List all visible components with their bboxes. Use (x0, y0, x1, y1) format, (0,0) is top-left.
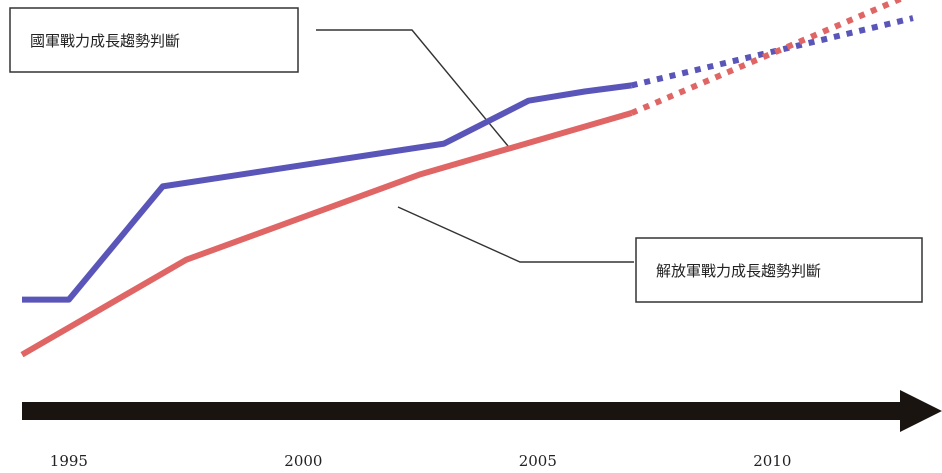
x-tick-label-3: 2010 (753, 452, 791, 470)
x-tick-label-1: 2000 (284, 452, 322, 470)
x-tick-label-0: 1995 (50, 452, 88, 470)
series-projection-0 (630, 15, 914, 89)
tick-layer: 1995 2000 2005 2010 (50, 452, 792, 470)
leader-line-pla (397, 206, 634, 263)
time-axis-arrowhead (900, 390, 942, 432)
series-line-1 (20, 110, 633, 358)
x-tick-label-2: 2005 (519, 452, 557, 470)
leader-line-roc (316, 29, 509, 147)
series-line-0 (22, 82, 632, 303)
callout-label-pla: 解放軍戰力成長趨勢判斷 (656, 262, 821, 280)
callout-label-roc: 國軍戰力成長趨勢判斷 (30, 32, 180, 50)
callout-box-roc (9, 7, 299, 73)
callout-box-pla (635, 237, 923, 303)
series-layer (20, 0, 914, 358)
series-projection-1 (630, 0, 906, 116)
